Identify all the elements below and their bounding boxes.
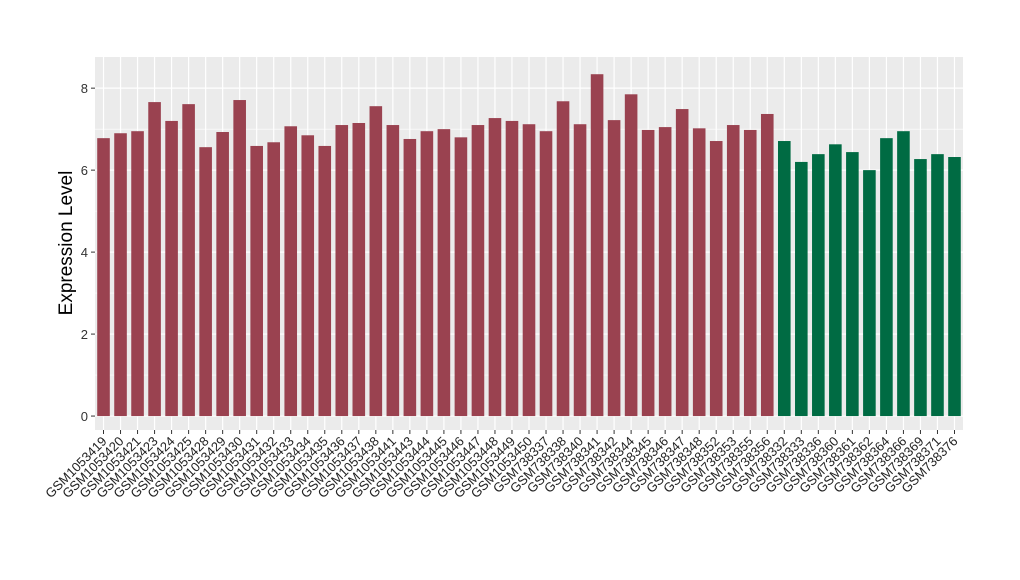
bar <box>488 118 502 417</box>
bar <box>335 125 349 417</box>
bar <box>590 74 604 417</box>
bar <box>522 124 536 417</box>
bar <box>369 106 383 417</box>
bar <box>267 142 281 417</box>
bar <box>471 125 485 417</box>
bar <box>641 129 655 417</box>
bar <box>505 120 519 417</box>
bar <box>743 129 757 417</box>
bar <box>760 113 774 417</box>
bar <box>284 126 298 417</box>
bar <box>556 101 570 417</box>
bar <box>131 131 144 417</box>
bar <box>658 127 672 417</box>
bar <box>829 144 842 417</box>
bar <box>114 133 127 417</box>
bar <box>148 102 161 417</box>
y-axis-label: Expression Level <box>56 171 77 316</box>
bar <box>420 131 434 417</box>
bar <box>880 138 893 417</box>
bar <box>846 152 859 417</box>
bar <box>318 145 332 417</box>
bar <box>675 109 689 417</box>
bar <box>539 131 553 417</box>
bar <box>403 138 417 417</box>
bar <box>182 104 195 417</box>
y-tick-label: 6 <box>81 163 88 178</box>
bar <box>914 159 927 417</box>
bar <box>301 135 315 417</box>
bar <box>97 138 110 417</box>
bar <box>692 128 706 417</box>
bar <box>386 125 400 417</box>
bar <box>812 154 825 417</box>
bar <box>931 154 944 417</box>
bar <box>948 157 961 417</box>
bar <box>897 131 910 417</box>
bar <box>165 120 178 417</box>
bar <box>795 161 808 417</box>
bar <box>573 124 587 417</box>
bar <box>199 147 212 417</box>
bar <box>250 145 263 417</box>
bar <box>454 137 468 417</box>
bar <box>233 100 246 417</box>
bar <box>863 170 876 417</box>
bar <box>709 141 723 417</box>
bar <box>777 141 791 417</box>
bar <box>607 120 621 417</box>
bar <box>726 125 740 417</box>
y-tick-label: 8 <box>81 81 88 96</box>
bar <box>624 94 638 417</box>
bar <box>216 132 229 417</box>
y-tick-label: 0 <box>81 409 88 424</box>
y-tick-label: 2 <box>81 327 88 342</box>
bar <box>437 129 451 417</box>
bar <box>352 122 366 417</box>
y-tick-label: 4 <box>81 245 88 260</box>
